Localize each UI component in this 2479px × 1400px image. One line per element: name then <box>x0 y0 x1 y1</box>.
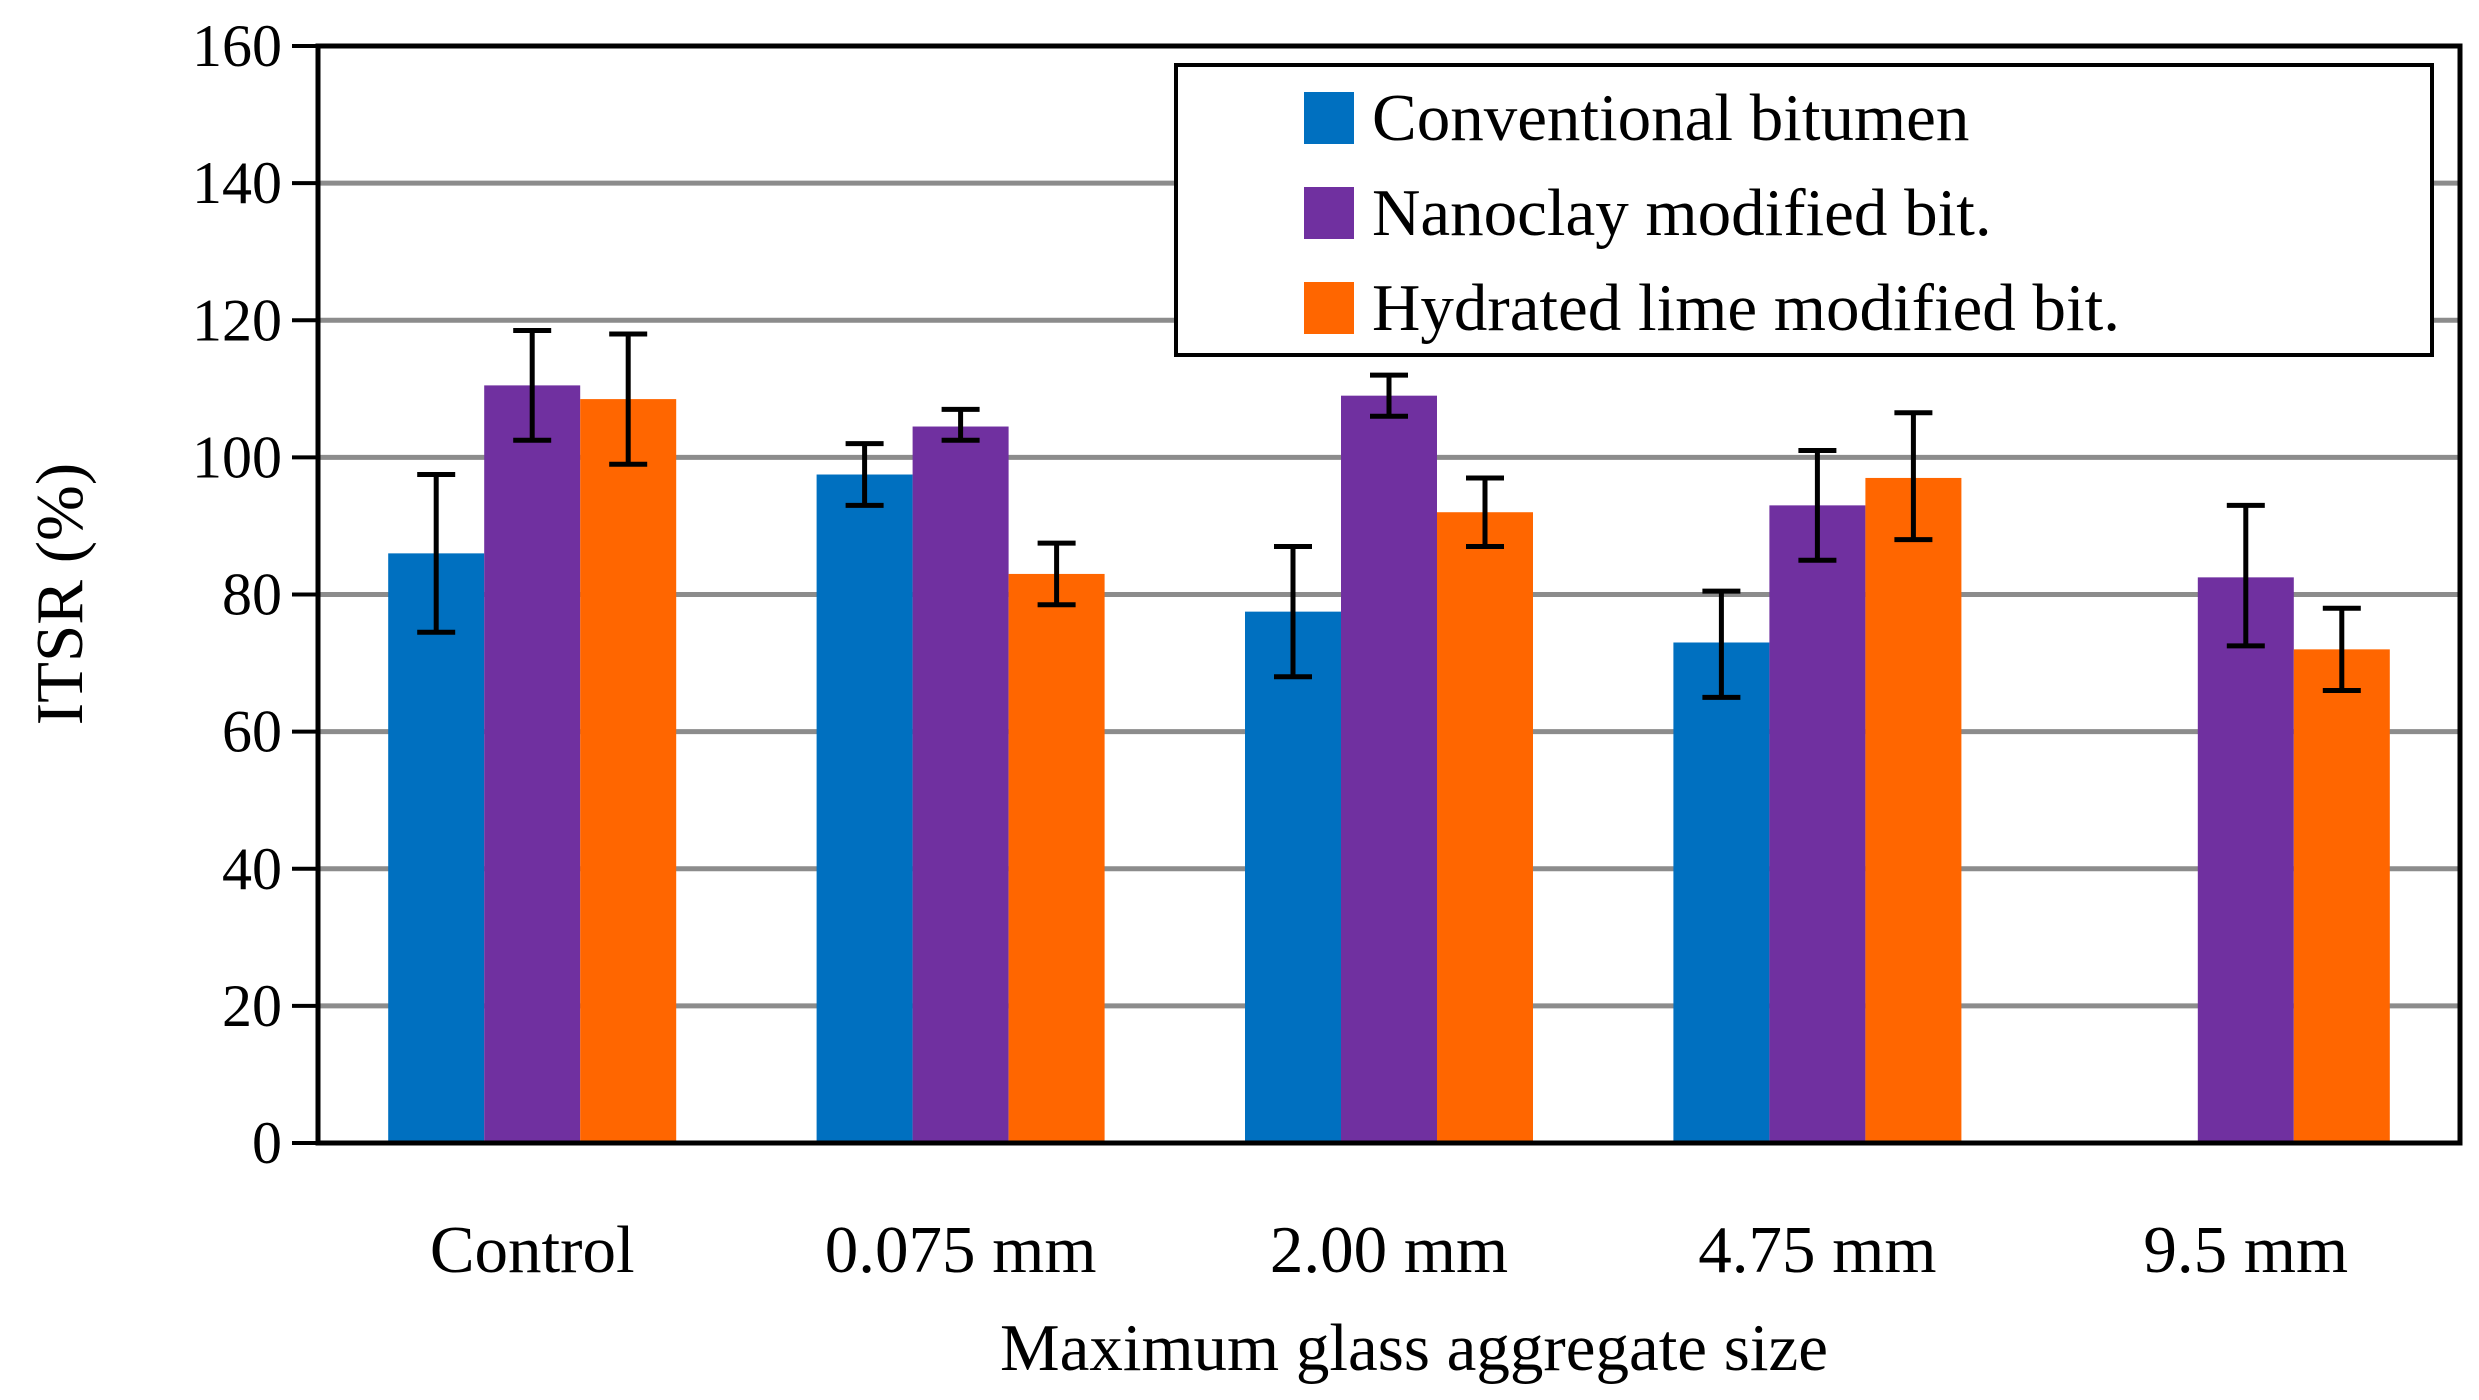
x-category-label: Control <box>430 1213 635 1287</box>
x-category-label: 0.075 mm <box>825 1213 1097 1287</box>
bar <box>1865 477 1962 1144</box>
bar <box>1008 573 1105 1143</box>
bar <box>1673 642 1770 1143</box>
legend: Conventional bitumen Nanoclay modified bi… <box>1174 63 2434 357</box>
x-category-label: 2.00 mm <box>1270 1213 1508 1287</box>
y-tick-label: 100 <box>192 424 282 490</box>
y-tick-label: 160 <box>192 13 282 79</box>
bar <box>388 553 485 1143</box>
y-tick-labels: 0 20 40 60 80 100 120 140 160 <box>192 13 282 1176</box>
axes <box>292 43 2463 1146</box>
x-axis-title: Maximum glass aggregate size <box>1000 1311 1828 1385</box>
y-axis-title: ITSR (%) <box>23 463 97 725</box>
bar <box>816 474 913 1143</box>
bars <box>388 385 2390 1144</box>
x-category-labels: Control 0.075 mm 2.00 mm 4.75 mm 9.5 mm <box>430 1213 2348 1287</box>
bar <box>1769 505 1866 1143</box>
x-category-label: 9.5 mm <box>2143 1213 2348 1287</box>
bar <box>1341 395 1437 1143</box>
legend-label: Conventional bitumen <box>1372 81 1969 155</box>
x-category-label: 4.75 mm <box>1698 1213 1936 1287</box>
y-tick-label: 120 <box>192 287 282 353</box>
legend-swatch <box>1304 92 1354 144</box>
bar <box>484 385 581 1143</box>
legend-swatch <box>1304 187 1354 239</box>
bar <box>1245 611 1341 1143</box>
bar <box>1437 512 1533 1143</box>
y-tick-label: 0 <box>252 1110 282 1176</box>
plot-frame <box>315 43 2463 1146</box>
legend-box <box>1174 63 2434 357</box>
legend-label: Nanoclay modified bit. <box>1372 176 1992 250</box>
bar <box>912 426 1009 1144</box>
legend-label: Hydrated lime modified bit. <box>1372 271 2120 345</box>
y-tick-label: 140 <box>192 150 282 216</box>
bar <box>2293 649 2390 1143</box>
y-tick-label: 80 <box>222 562 282 628</box>
error-bars <box>417 328 2361 700</box>
bar <box>2197 577 2294 1143</box>
legend-items: Conventional bitumen Nanoclay modified bi… <box>1304 81 2120 345</box>
legend-swatch <box>1304 282 1354 334</box>
bar <box>580 399 677 1143</box>
y-tick-label: 40 <box>222 836 282 902</box>
y-tick-label: 20 <box>222 973 282 1039</box>
y-tick-label: 60 <box>222 699 282 765</box>
